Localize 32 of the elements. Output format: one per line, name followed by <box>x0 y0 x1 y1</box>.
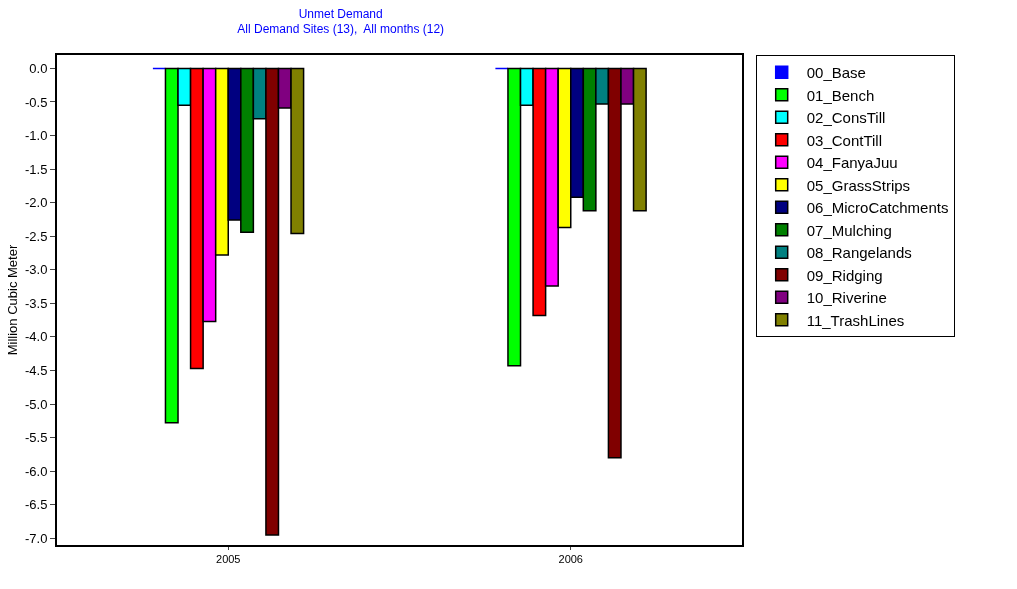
legend-label: 06_MicroCatchments <box>806 199 949 217</box>
chart-subtitle: All Demand Sites (13), All months (12) <box>237 22 445 37</box>
legend-label: 07_Mulching <box>806 221 892 239</box>
y-tick-label: -4.0 <box>24 329 48 345</box>
legend-label: 09_Ridging <box>806 266 883 284</box>
y-axis-title: Million Cubic Meter <box>5 244 21 356</box>
legend-label: 11_TrashLines <box>806 311 905 329</box>
y-tick-label: -5.0 <box>24 396 48 412</box>
legend-label: 08_Rangelands <box>806 244 912 262</box>
legend-label: 05_GrassStrips <box>806 176 911 194</box>
x-tick-label: 2006 <box>558 553 583 566</box>
y-tick-label: -0.5 <box>24 94 48 110</box>
y-tick-label: -3.0 <box>24 262 48 278</box>
y-tick-label: -6.0 <box>24 463 48 479</box>
legend-label: 10_Riverine <box>806 289 887 307</box>
y-tick-label: -1.0 <box>24 128 48 144</box>
y-tick-label: -6.5 <box>24 497 48 513</box>
y-tick-label: -4.5 <box>24 363 48 379</box>
legend-label: 00_Base <box>806 64 866 82</box>
y-tick-label: -3.5 <box>24 295 48 311</box>
y-tick-label: 0.0 <box>29 60 48 76</box>
y-tick-label: -2.0 <box>24 195 48 211</box>
legend-label: 04_FanyaJuu <box>806 154 898 172</box>
legend-label: 01_Bench <box>806 86 875 104</box>
y-tick-label: -2.5 <box>24 228 48 244</box>
chart-title: Unmet Demand <box>298 6 383 21</box>
y-tick-label: -5.5 <box>24 430 48 446</box>
y-tick-label: -1.5 <box>24 161 48 177</box>
legend-label: 03_ContTill <box>806 131 883 149</box>
x-tick-label: 2005 <box>216 553 241 566</box>
legend-label: 02_ConsTill <box>806 109 886 127</box>
y-tick-label: -7.0 <box>24 530 48 546</box>
